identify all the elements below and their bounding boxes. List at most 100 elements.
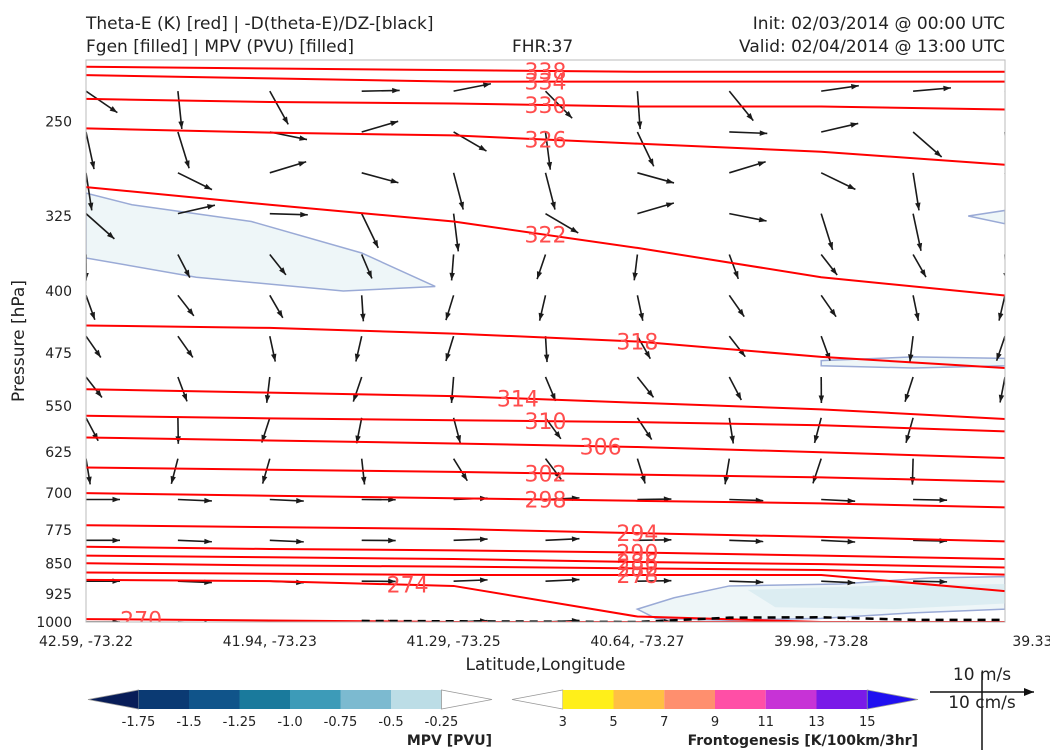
- wind-vector-head: [735, 392, 742, 401]
- mpv-region: [86, 192, 436, 292]
- mpv-colorbar-title: MPV [PVU]: [407, 733, 492, 749]
- x-tick-label: 41.29, -73.25: [407, 634, 501, 650]
- wind-vector-head: [388, 537, 396, 544]
- mpv-colorbar-tick: -1.75: [122, 715, 156, 730]
- wind-vector: [1004, 621, 1005, 622]
- wind-vector-head: [282, 116, 289, 125]
- wind-vector-head: [759, 130, 768, 136]
- y-tick-label: 1000: [36, 615, 72, 631]
- wind-vector-head: [479, 577, 488, 583]
- theta-e-contour: [86, 545, 1005, 561]
- y-tick-label: 475: [45, 346, 72, 362]
- wind-vector-head: [455, 434, 461, 443]
- wind-vector-head: [353, 393, 359, 402]
- wind-vector-head: [663, 537, 672, 543]
- theta-e-contour-label: 294: [616, 522, 658, 547]
- wind-vector-head: [916, 242, 923, 251]
- theta-e-contour: [86, 186, 1005, 297]
- wind-vector-head: [813, 434, 820, 443]
- fgen-colorbar-swatch: [664, 690, 715, 709]
- chart-title-line-1: Theta-E (K) [red] | -D(theta-E)/DZ-[blac…: [86, 14, 434, 34]
- wind-vector-head: [636, 121, 643, 130]
- wind-vector-head: [755, 579, 764, 585]
- wind-vector-head: [89, 161, 96, 170]
- wind-vector-head: [449, 395, 455, 403]
- wind-vector-head: [87, 202, 94, 211]
- wind-vector-head: [830, 267, 838, 276]
- theta-e-contour-label: 286: [616, 551, 658, 576]
- wind-vector-head: [112, 496, 120, 503]
- wind-vector-head: [914, 312, 920, 321]
- fgen-colorbar-swatch: [816, 690, 868, 709]
- y-tick-label: 775: [45, 523, 72, 539]
- wind-vector-head: [86, 476, 92, 485]
- wind-vector-head: [829, 308, 837, 317]
- wind-vector-head: [86, 272, 89, 281]
- wind-vector-head: [262, 475, 268, 484]
- init-time-label: Init: 02/03/2014 @ 00:00 UTC: [752, 14, 1005, 34]
- wind-vector-head: [543, 354, 550, 363]
- theta-e-contour: [86, 492, 1005, 509]
- theta-e-contour-label: 310: [525, 410, 567, 435]
- theta-e-contour: [86, 618, 1005, 622]
- wind-key: 10 m/s 10 cm/s: [930, 665, 1034, 750]
- theta-e-contour: [86, 414, 1005, 433]
- wind-vector-head: [354, 353, 361, 362]
- theta-e-contour-label: 318: [616, 331, 658, 356]
- wind-vector-head: [360, 476, 367, 485]
- wind-vector-head: [850, 84, 859, 90]
- wind-vector-head: [905, 434, 911, 443]
- wind-vector-head: [178, 121, 184, 129]
- y-tick-label: 700: [45, 486, 72, 502]
- wind-vector-head: [648, 158, 654, 167]
- wind-vector-head: [904, 393, 910, 402]
- theta-e-contour-label: 326: [525, 129, 567, 154]
- wind-vector-head: [204, 183, 212, 190]
- wind-vector-head: [564, 110, 573, 119]
- wind-vector-head: [479, 536, 488, 543]
- wind-vector-head: [461, 472, 468, 481]
- wind-vector-head: [755, 538, 764, 544]
- wind-vector-head: [554, 471, 562, 480]
- theta-e-contour: [86, 65, 1005, 73]
- y-axis-label: Pressure [hPa]: [9, 280, 29, 402]
- mpv-colorbar-tick: -1.0: [277, 715, 302, 730]
- wind-vector-head: [757, 161, 766, 167]
- fgen-colorbar-swatch: [715, 690, 766, 709]
- mpv-colorbar-swatch: [138, 690, 189, 709]
- wind-vector-head: [392, 87, 400, 94]
- wind-vector-head: [184, 160, 190, 169]
- mpv-colorbar-swatch: [441, 689, 493, 710]
- y-tick-label: 850: [45, 556, 72, 572]
- mpv-colorbar-swatch: [391, 690, 442, 709]
- wind-vector-head: [943, 85, 951, 92]
- wind-vector-head: [915, 202, 921, 211]
- wind-vector-head: [186, 349, 193, 358]
- wind-vector-head: [908, 354, 914, 362]
- wind-vector-head: [737, 308, 745, 317]
- theta-e-contour-label: 338: [525, 60, 567, 85]
- wind-vector-head: [299, 135, 308, 141]
- wind-vector-head: [847, 538, 856, 545]
- theta-e-contour: [86, 466, 1005, 483]
- wind-key-label-horizontal: 10 m/s: [953, 665, 1011, 685]
- wind-vector-head: [112, 537, 120, 544]
- wind-vector-head: [1031, 578, 1039, 583]
- mpv-colorbar-tick: -0.5: [378, 715, 403, 730]
- wind-vector-head: [106, 231, 115, 239]
- wind-vector-head: [366, 270, 372, 279]
- theta-e-contour: [86, 554, 1005, 569]
- wind-vector-head: [536, 271, 543, 280]
- theta-e-contour-label: 322: [525, 224, 567, 249]
- wind-vector-head: [632, 272, 638, 281]
- fgen-colorbar-swatch: [562, 690, 614, 709]
- y-tick-label: 925: [45, 587, 72, 603]
- mpv-colorbar-swatch: [87, 689, 139, 710]
- wind-vector-head: [95, 389, 102, 398]
- wind-vector: [1004, 580, 1005, 582]
- x-tick-label: 39.98, -73.28: [774, 634, 868, 650]
- wind-vector-head: [296, 538, 304, 545]
- fgen-colorbar-swatch: [511, 689, 564, 710]
- wind-vector: [1004, 539, 1005, 541]
